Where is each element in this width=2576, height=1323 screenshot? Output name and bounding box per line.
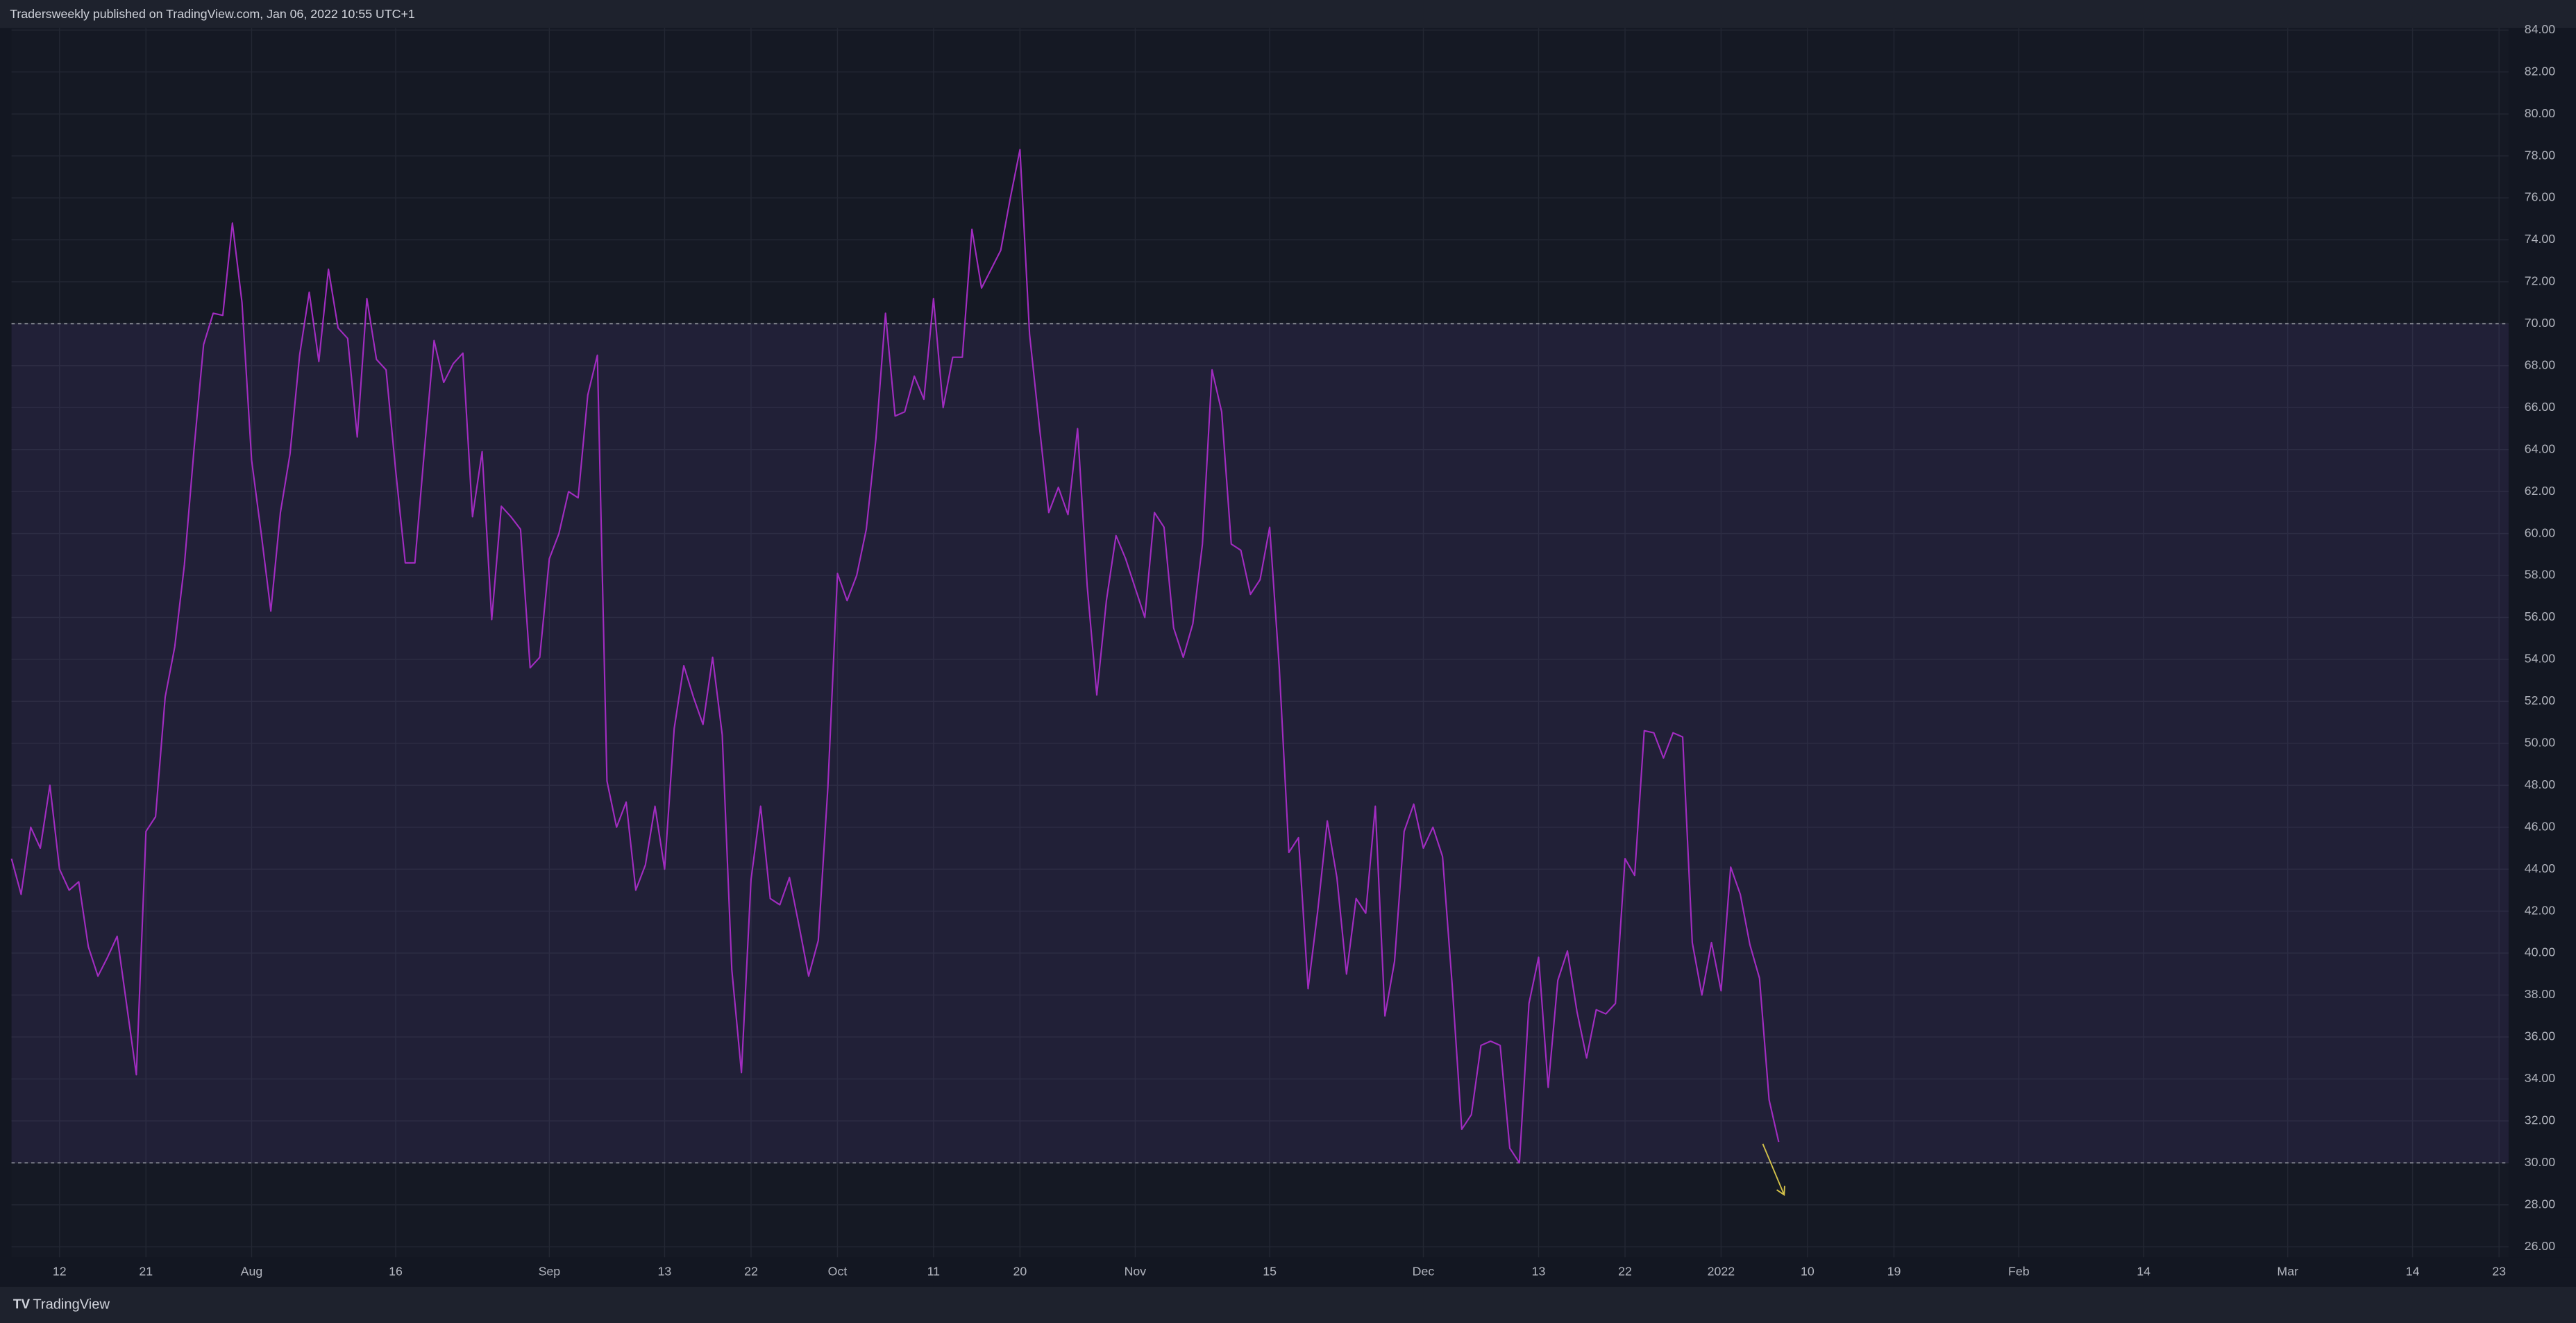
x-tick-label: Oct	[828, 1264, 848, 1278]
y-tick-label: 74.00	[2525, 232, 2556, 246]
y-tick-label: 58.00	[2525, 568, 2556, 582]
x-tick-label: 22	[1618, 1264, 1632, 1278]
rsi-line	[10, 149, 1780, 1164]
x-tick-label: Sep	[539, 1264, 561, 1278]
x-tick-label: 16	[389, 1264, 403, 1278]
band-fill	[11, 323, 2509, 1163]
x-tick-label: 22	[744, 1264, 758, 1278]
x-tick-label: Dec	[1413, 1264, 1435, 1278]
x-tick-label: 21	[139, 1264, 153, 1278]
price-axis	[2508, 28, 2576, 1258]
y-tick-label: 38.00	[2525, 987, 2556, 1001]
plot-area	[11, 28, 2509, 1258]
y-tick-label: 78.00	[2525, 148, 2556, 162]
x-tick-label: 23	[2492, 1264, 2506, 1278]
y-tick-label: 52.00	[2525, 693, 2556, 707]
y-tick-label: 80.00	[2525, 106, 2556, 120]
header-title: Tradersweekly published on TradingView.c…	[10, 7, 415, 21]
y-tick-label: 54.00	[2525, 652, 2556, 666]
y-tick-label: 36.00	[2525, 1029, 2556, 1043]
x-tick-label: 14	[2137, 1264, 2150, 1278]
x-tick-label: 12	[53, 1264, 67, 1278]
arrow-head	[1776, 1186, 1785, 1197]
y-tick-label: 26.00	[2525, 1239, 2556, 1253]
y-tick-label: 34.00	[2525, 1071, 2556, 1085]
x-tick-label: Nov	[1125, 1264, 1147, 1278]
y-tick-label: 82.00	[2525, 64, 2556, 78]
x-tick-label: 14	[2406, 1264, 2420, 1278]
x-tick-label: Aug	[241, 1264, 263, 1278]
footer-logo: TV	[13, 1297, 31, 1312]
arrow	[1762, 1143, 1785, 1195]
x-tick-label: 20	[1013, 1264, 1027, 1278]
x-tick-label: Mar	[2277, 1264, 2298, 1278]
y-tick-label: 68.00	[2525, 358, 2556, 372]
y-tick-label: 56.00	[2525, 609, 2556, 623]
y-tick-label: 76.00	[2525, 190, 2556, 204]
y-tick-label: 70.00	[2525, 316, 2556, 330]
y-tick-label: 44.00	[2525, 861, 2556, 875]
x-tick-label: 13	[1532, 1264, 1546, 1278]
x-tick-label: Feb	[2008, 1264, 2030, 1278]
footer-bar	[0, 1286, 2576, 1323]
x-tick-label: 15	[1263, 1264, 1277, 1278]
axes: 26.00 28.00 30.00 32.00 34.00 36.00 38.00 40.00…	[53, 22, 2555, 1278]
x-tick-label: 19	[1887, 1264, 1901, 1278]
y-tick-label: 66.00	[2525, 400, 2556, 414]
x-tick-label: 2022	[1708, 1264, 1735, 1278]
y-tick-label: 48.00	[2525, 777, 2556, 791]
y-tick-label: 40.00	[2525, 945, 2556, 959]
footer-brand: TradingView	[33, 1297, 110, 1312]
y-tick-label: 32.00	[2525, 1113, 2556, 1127]
y-tick-label: 72.00	[2525, 274, 2556, 288]
y-tick-label: 46.00	[2525, 819, 2556, 833]
x-tick-label: 10	[1801, 1264, 1815, 1278]
y-tick-label: 84.00	[2525, 22, 2556, 36]
y-tick-label: 60.00	[2525, 525, 2556, 539]
y-tick-label: 30.00	[2525, 1155, 2556, 1169]
y-tick-label: 50.00	[2525, 736, 2556, 750]
y-tick-label: 64.00	[2525, 441, 2556, 455]
x-tick-label: 11	[927, 1264, 940, 1278]
y-tick-label: 42.00	[2525, 903, 2556, 917]
y-tick-label: 28.00	[2525, 1197, 2556, 1211]
header-bar	[0, 0, 2576, 28]
y-tick-label: 62.00	[2525, 484, 2556, 498]
plot	[10, 149, 2509, 1164]
x-tick-label: 13	[658, 1264, 672, 1278]
